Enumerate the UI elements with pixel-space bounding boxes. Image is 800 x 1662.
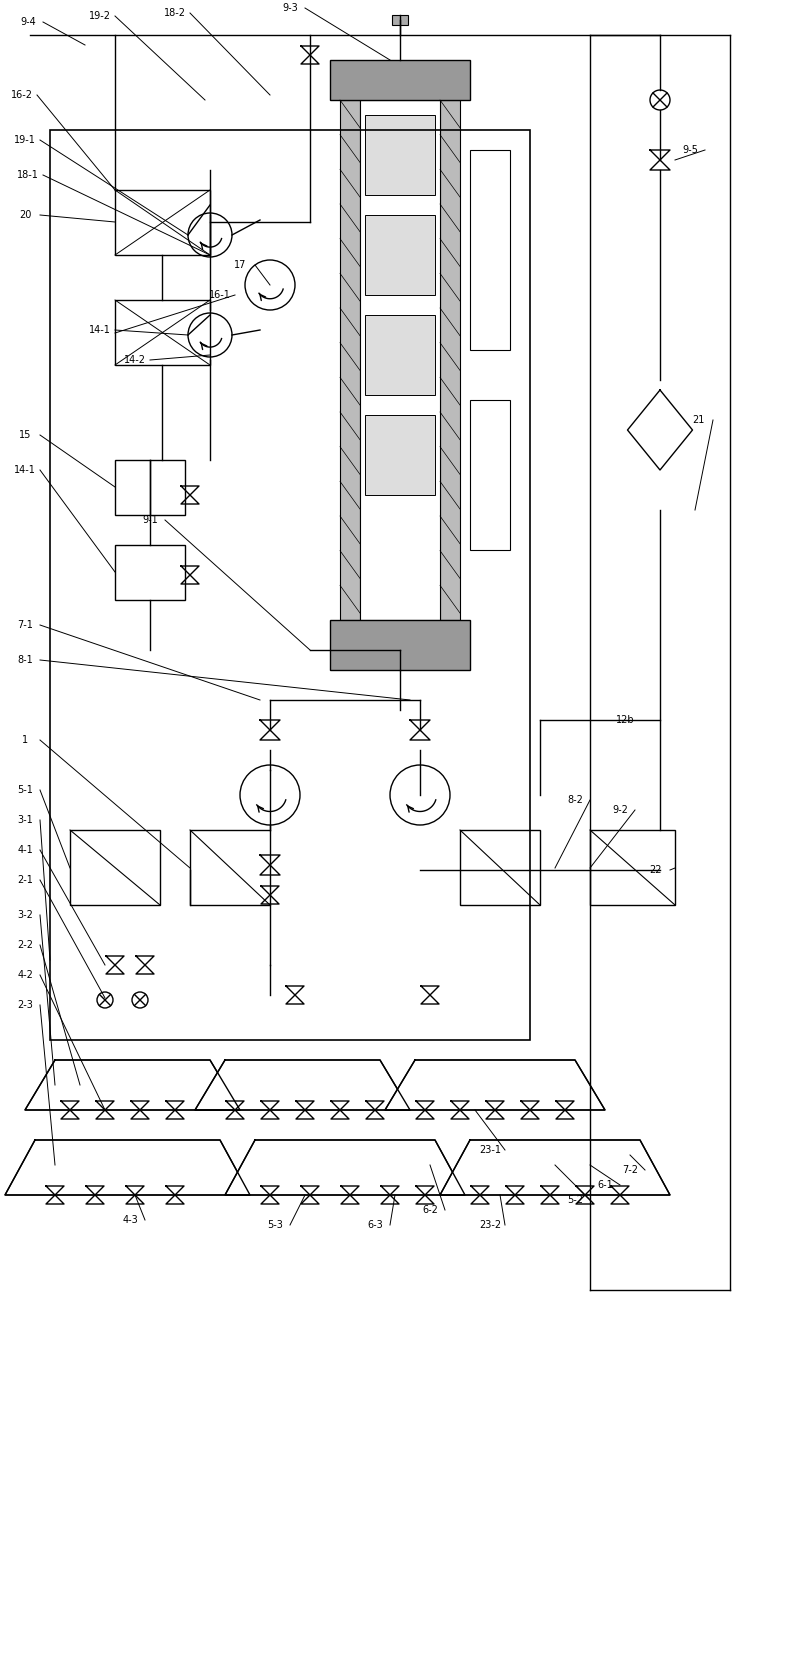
Text: 9-3: 9-3 [282, 3, 298, 13]
Bar [440, 100, 460, 620]
Bar [70, 829, 160, 906]
Bar [590, 829, 675, 906]
Bar [115, 460, 185, 515]
Text: 20: 20 [19, 209, 31, 219]
Bar [190, 829, 270, 906]
Text: 3-1: 3-1 [17, 814, 33, 824]
Bar [470, 150, 510, 351]
Bar [115, 189, 210, 254]
Polygon shape [195, 1060, 410, 1110]
Text: 7-2: 7-2 [622, 1165, 638, 1175]
Text: 17: 17 [234, 259, 246, 269]
Text: 14-2: 14-2 [124, 356, 146, 366]
Text: 8-1: 8-1 [17, 655, 33, 665]
Text: 7-1: 7-1 [17, 620, 33, 630]
Polygon shape [385, 1060, 605, 1110]
Text: 16-2: 16-2 [11, 90, 33, 100]
Text: 2-1: 2-1 [17, 874, 33, 884]
Text: 19-1: 19-1 [14, 135, 36, 145]
Polygon shape [440, 1140, 670, 1195]
Text: 2-2: 2-2 [17, 941, 33, 951]
Bar [460, 829, 540, 906]
Text: 16-1: 16-1 [209, 289, 231, 301]
Text: 12b: 12b [616, 715, 634, 725]
Text: 19-2: 19-2 [89, 12, 111, 22]
Text: 9-4: 9-4 [20, 17, 36, 27]
Bar [365, 416, 435, 495]
Bar [115, 545, 185, 600]
Bar [392, 15, 408, 25]
Polygon shape [225, 1140, 465, 1195]
Text: 5-2: 5-2 [567, 1195, 583, 1205]
Text: 23-1: 23-1 [479, 1145, 501, 1155]
Text: 21: 21 [692, 416, 704, 425]
Bar [330, 60, 470, 100]
Text: 5-1: 5-1 [17, 784, 33, 794]
Text: 1: 1 [22, 735, 28, 745]
Polygon shape [25, 1060, 240, 1110]
Text: 5-3: 5-3 [267, 1220, 283, 1230]
Text: 22: 22 [649, 864, 662, 874]
Bar [365, 115, 435, 194]
Text: 15: 15 [19, 430, 31, 440]
Bar [365, 214, 435, 294]
Text: 6-3: 6-3 [367, 1220, 383, 1230]
Bar [50, 130, 530, 1040]
Text: 9-2: 9-2 [612, 804, 628, 814]
Text: 3-2: 3-2 [17, 911, 33, 921]
Text: 6-2: 6-2 [422, 1205, 438, 1215]
Text: 9-1: 9-1 [142, 515, 158, 525]
Text: 14-1: 14-1 [14, 465, 36, 475]
Text: 18-1: 18-1 [17, 170, 39, 179]
Text: 9-5: 9-5 [682, 145, 698, 155]
Bar [360, 100, 440, 620]
Text: 4-2: 4-2 [17, 971, 33, 981]
Text: 23-2: 23-2 [479, 1220, 501, 1230]
Text: 4-3: 4-3 [122, 1215, 138, 1225]
Bar [115, 301, 210, 366]
Text: 4-1: 4-1 [17, 844, 33, 854]
Text: 14-1: 14-1 [89, 326, 111, 336]
Bar [470, 401, 510, 550]
Bar [365, 316, 435, 396]
Text: 2-3: 2-3 [17, 1001, 33, 1010]
Polygon shape [5, 1140, 250, 1195]
Text: 6-1: 6-1 [597, 1180, 613, 1190]
Bar [330, 620, 470, 670]
Text: 8-2: 8-2 [567, 794, 583, 804]
Bar [340, 100, 360, 620]
Text: 18-2: 18-2 [164, 8, 186, 18]
